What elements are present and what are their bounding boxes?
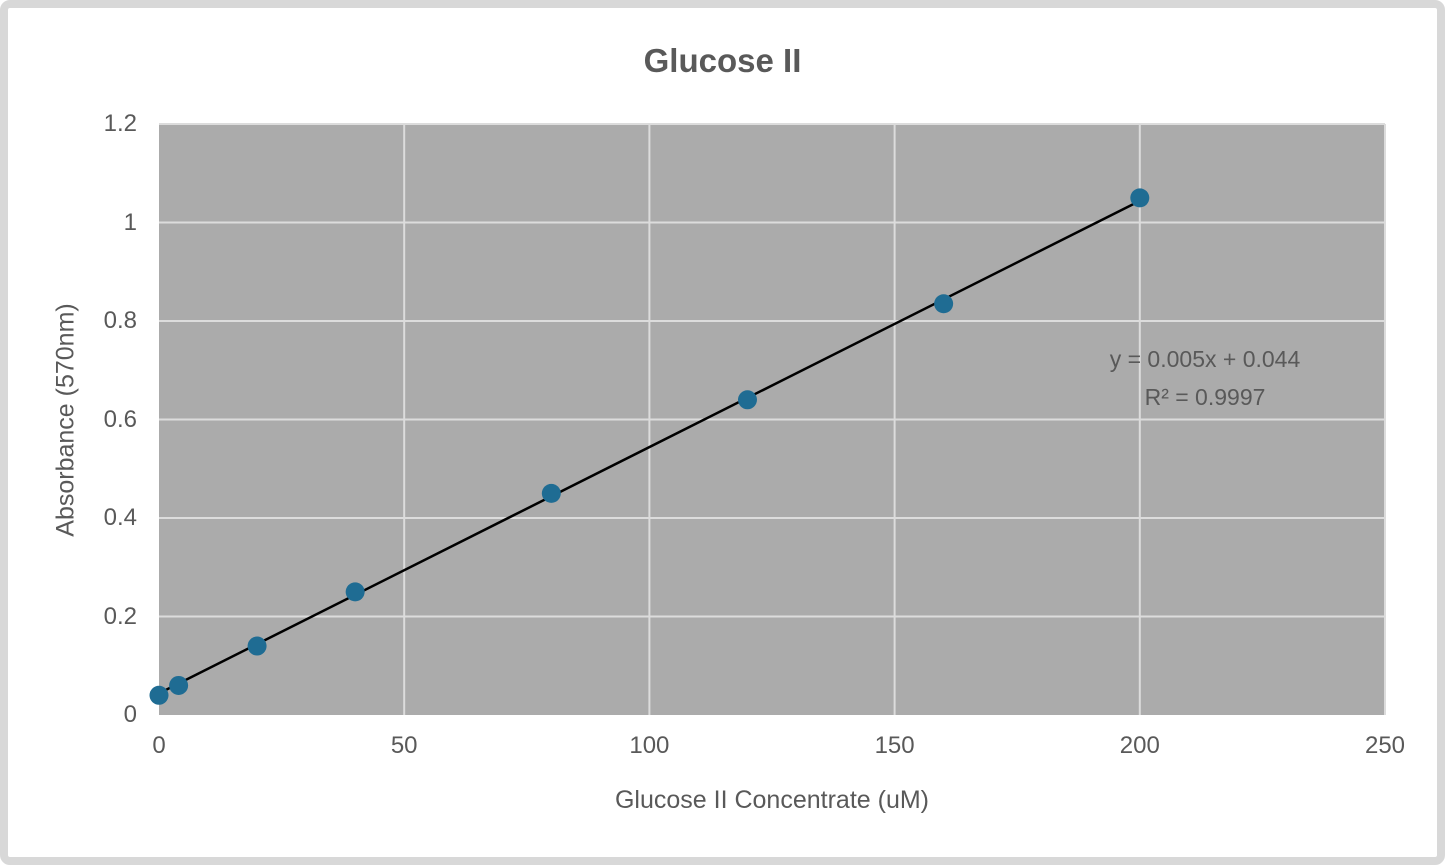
y-tick-label: 0 [123,701,137,728]
data-point [169,675,189,695]
y-tick-label: 0.4 [103,504,137,531]
trendline [158,199,1141,695]
data-point [737,390,757,410]
x-tick-label: 150 [874,732,915,759]
y-tick-label: 0.2 [103,602,137,630]
y-axis-title: Absorbance (570nm) [51,303,80,537]
x-tick-label: 200 [1119,732,1160,759]
trendline-r-squared: R² = 0.9997 [1144,384,1266,410]
data-point [934,294,954,314]
y-tick-label: 0.8 [103,307,137,334]
x-tick-label: 100 [629,732,670,759]
data-point [345,582,365,602]
y-tick-label: 0.6 [103,405,137,433]
y-tick-label: 1 [123,208,137,236]
trendline-equation: y = 0.005x + 0.044 [1109,346,1301,372]
data-point [149,685,169,705]
trendline-annotation: y = 0.005x + 0.044 R² = 0.9997 [1020,340,1390,416]
data-point [247,636,267,656]
y-tick-label: 1.2 [103,110,137,137]
x-tick-label: 0 [152,732,166,759]
x-tick-label: 50 [390,732,418,759]
x-axis-title: Glucose II Concentrate (uM) [614,786,929,814]
chart-title: Glucose II [643,42,802,79]
data-point [1130,188,1150,208]
x-tick-label: 250 [1364,732,1406,759]
data-point [541,483,561,503]
